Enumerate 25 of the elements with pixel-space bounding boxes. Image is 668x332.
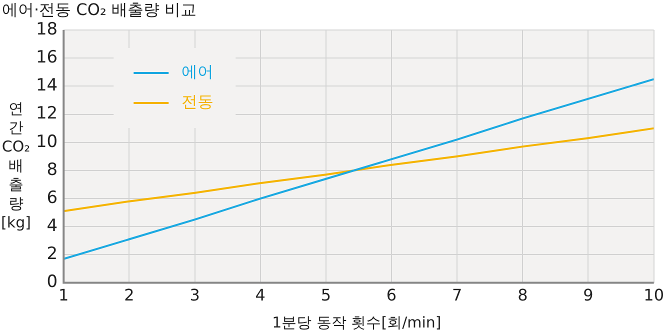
y-tick-label: 2 [46,244,58,264]
y-tick-label: 10 [36,132,58,152]
x-tick-label: 8 [518,286,528,305]
x-tick-label: 6 [386,286,397,305]
x-tick-label: 7 [452,286,462,305]
x-tick-label: 1 [58,286,69,305]
x-tick-label: 4 [255,286,266,305]
y-tick-label: 4 [46,216,58,236]
x-tick-label: 3 [190,286,200,305]
chart-title: 에어·전동 CO₂ 배출량 비교 [2,0,197,21]
y-tick-label: 8 [46,160,58,180]
y-tick-label: 14 [36,76,58,96]
x-tick-label: 2 [124,286,134,305]
y-tick-label: 18 [36,19,58,40]
x-axis-title: 1분당 동작 횟수[회/min] [272,313,442,332]
x-tick-label: 5 [320,286,332,305]
y-tick-label: 16 [36,48,58,68]
y-tick-label: 12 [36,104,58,124]
y-axis-title: 연간 CO₂ 배출량 [kg] [1,99,31,232]
x-tick-label: 10 [644,286,664,305]
y-tick-label: 6 [46,188,58,208]
legend-label: 전동 [182,92,214,112]
x-tick-label: 9 [583,286,594,305]
y-tick-label: 0 [46,272,58,292]
legend-label: 에어 [182,62,214,82]
